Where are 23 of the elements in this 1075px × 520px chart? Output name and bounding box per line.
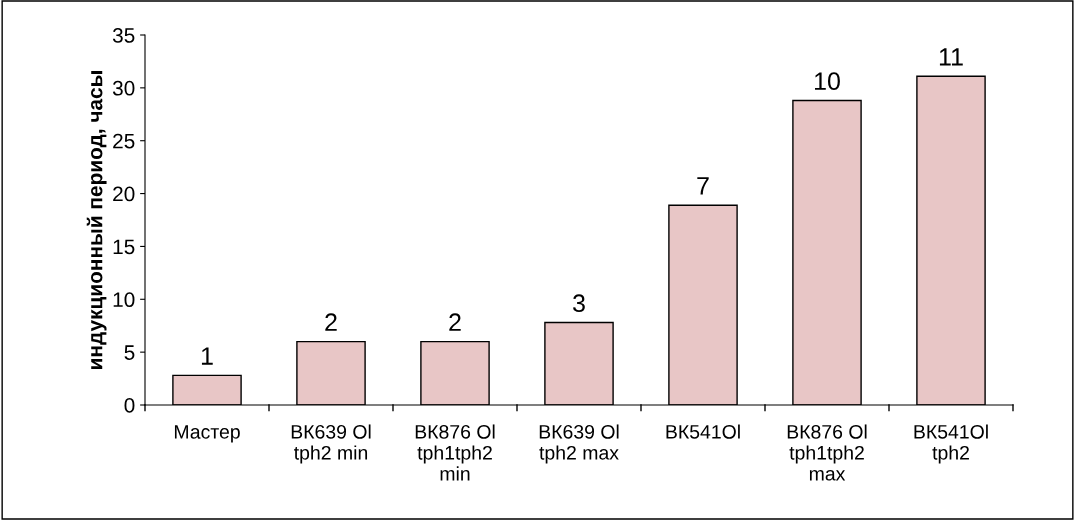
y-tick-label: 35 bbox=[112, 28, 135, 43]
annotation: 1 bbox=[201, 347, 213, 365]
annotation: 11 bbox=[939, 48, 963, 66]
x-tick-label: ВК541Ol tph2 bbox=[914, 424, 988, 464]
y-tick-label: 0 bbox=[124, 398, 135, 413]
x-tick-label: ВК639 Ol tph2 max bbox=[539, 424, 619, 464]
annotation: 2 bbox=[449, 313, 461, 331]
y-tick-label: 15 bbox=[113, 239, 135, 255]
annotation: 3 bbox=[573, 294, 585, 313]
y-tick-label: 5 bbox=[124, 345, 135, 360]
x-tick-label: ВК541Ol bbox=[666, 424, 740, 439]
x-tick-label: ВК639 Ol tph2 min bbox=[291, 424, 371, 464]
x-tick-label: ВК876 Ol tph1tph2 min bbox=[415, 424, 495, 481]
y-tick-label: 25 bbox=[113, 133, 135, 149]
y-tick-label: 30 bbox=[112, 80, 135, 96]
y-axis-title: индукционный период, часы bbox=[86, 71, 107, 369]
x-tick-label: Мастер bbox=[174, 425, 240, 443]
annotation: 2 bbox=[325, 313, 337, 331]
y-tick-label: 10 bbox=[113, 292, 135, 308]
annotation: 10 bbox=[815, 72, 840, 91]
y-tick-label: 20 bbox=[113, 186, 135, 202]
annotation: 7 bbox=[697, 177, 709, 195]
x-tick-label: ВК876 Ol tph1tph2 max bbox=[787, 424, 867, 481]
